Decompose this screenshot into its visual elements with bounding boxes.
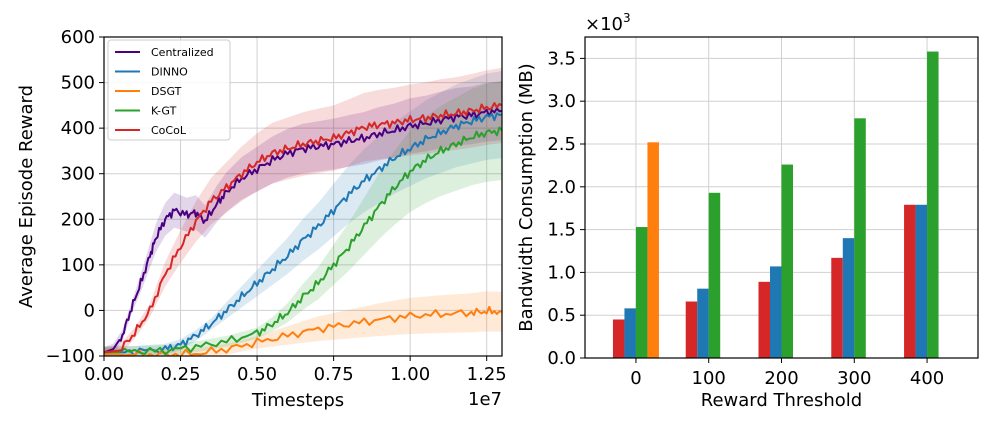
bar <box>635 227 648 358</box>
x-tick-label: 100 <box>692 368 726 389</box>
series-line <box>104 112 502 356</box>
x-tick-label: 400 <box>910 368 944 389</box>
bar <box>758 281 770 358</box>
x-tick-label: 200 <box>764 368 798 389</box>
bar <box>842 238 855 358</box>
x-tick-label: 0.75 <box>314 364 354 385</box>
bar <box>915 204 928 358</box>
legend-label: CoCoL <box>151 124 187 137</box>
bar <box>831 257 843 358</box>
series-line <box>104 305 502 356</box>
x-tick-label: 0.50 <box>237 364 277 385</box>
x-tick-label: 1.00 <box>390 364 430 385</box>
series-line <box>104 102 502 354</box>
legend-label: K-GT <box>151 105 177 118</box>
x-offset-label: 1e7 <box>468 389 502 410</box>
x-axis-label: Reward Threshold <box>701 390 862 411</box>
y-tick-label: 300 <box>61 164 95 185</box>
x-tick-label: 1.25 <box>467 364 507 385</box>
series-line <box>104 126 502 356</box>
y-tick-label: 100 <box>61 255 95 276</box>
y-tick-label: 1.5 <box>547 220 576 241</box>
y-multiplier-base: ×10 <box>585 14 623 35</box>
x-tick-label: 0.00 <box>84 364 124 385</box>
y-tick-label: 3.0 <box>547 91 576 112</box>
bar <box>781 164 793 358</box>
legend-label: DINNO <box>151 66 188 79</box>
left-plot-area <box>104 67 502 356</box>
bar <box>770 266 782 358</box>
bar <box>697 288 709 358</box>
reward-line-chart: 0.00 0.25 0.50 0.75 1.00 1.25 −100 0 100 200 300 40… <box>16 27 507 411</box>
x-tick-label: 300 <box>837 368 871 389</box>
y-tick-label: 3.5 <box>547 48 576 69</box>
x-axis-label: Timesteps <box>251 390 344 411</box>
y-multiplier-exponent: 3 <box>623 11 631 25</box>
bar <box>904 204 916 358</box>
legend-label: Centralized <box>151 46 214 59</box>
y-tick-label: 2.5 <box>547 134 576 155</box>
y-tick-label: 0 <box>84 300 95 321</box>
y-tick-label: 1.0 <box>547 262 576 283</box>
series-band <box>104 70 502 356</box>
bar <box>854 118 866 358</box>
legend: Centralized DINNO DSGT K-GT CoCoL <box>107 39 231 141</box>
bar <box>612 319 625 358</box>
series-band <box>104 291 502 356</box>
legend-label: DSGT <box>151 85 182 98</box>
y-tick-label: 600 <box>61 27 95 48</box>
x-tick-label: 0 <box>630 368 641 389</box>
y-tick-label: 200 <box>61 209 95 230</box>
bandwidth-bar-chart: 0 100 200 300 400 0.0 0.5 1.0 1.5 2.0 2.5 3.0 3.5 ×10… <box>516 11 979 411</box>
bar <box>685 301 698 358</box>
y-axis-label: Average Episode Reward <box>16 85 37 308</box>
bar <box>647 142 659 358</box>
series-band <box>104 67 502 356</box>
series-line <box>104 107 502 354</box>
y-tick-label: 2.0 <box>547 177 576 198</box>
plot-frame <box>103 36 503 357</box>
y-tick-label: 0.0 <box>547 348 576 369</box>
legend-box <box>107 39 231 141</box>
x-tick-label: 0.25 <box>160 364 200 385</box>
bar <box>708 192 721 358</box>
y-tick-label: 400 <box>61 118 95 139</box>
bar <box>624 308 636 358</box>
y-tick-label: 0.5 <box>547 305 576 326</box>
y-tick-label: 500 <box>61 73 95 94</box>
bar <box>927 51 939 358</box>
y-axis-label: Bandwidth Consumption (MB) <box>516 63 537 331</box>
y-multiplier-label: ×103 <box>585 11 631 35</box>
y-tick-label: −100 <box>46 346 95 367</box>
